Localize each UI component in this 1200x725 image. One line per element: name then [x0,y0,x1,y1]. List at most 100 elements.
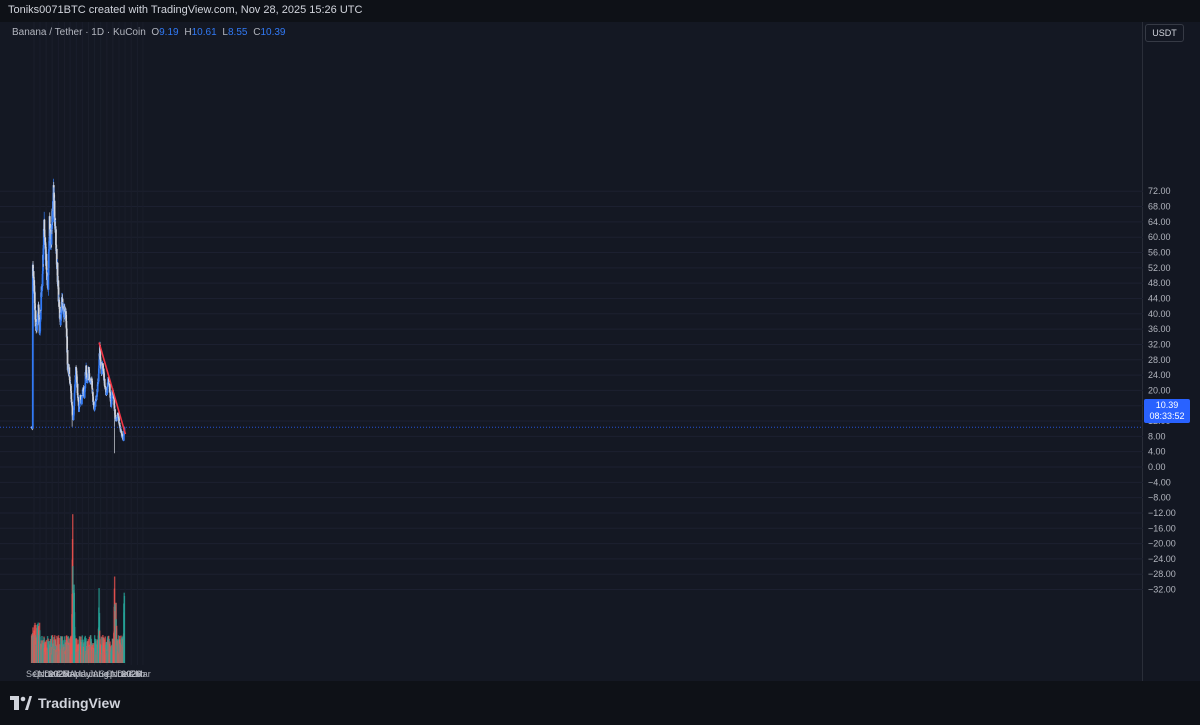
candle-body [118,418,120,423]
candle-body [120,432,123,437]
price-tick-label: 8.00 [1148,431,1166,441]
chart-pane[interactable] [0,22,1143,681]
close-label: C [253,27,261,38]
candle-body [74,384,76,391]
candle-body [70,393,73,400]
candle-body [91,392,94,397]
candle-body [32,271,35,277]
candle-body [76,376,78,383]
tradingview-logo[interactable]: TradingView [10,695,120,711]
price-tick-label: −16.00 [1148,523,1176,533]
time-tick-label: Apr [69,669,83,679]
candle-body [34,303,36,310]
brand-name: TradingView [38,695,121,711]
candle-body [112,395,115,399]
candle-body [39,309,42,319]
symbol-legend[interactable]: Banana / Tether · 1D · KuCoin O9.19 H10.… [12,27,289,38]
candle-body [83,397,86,399]
candle-body [97,373,100,382]
candle-body [71,407,74,415]
price-tick-label: −24.00 [1148,554,1176,564]
price-tick-label: −28.00 [1148,569,1176,579]
candle-body [113,398,116,406]
candle-body [31,264,34,428]
price-tick-label: 68.00 [1148,202,1171,212]
candle-body [55,229,57,246]
open-label: O [151,27,160,38]
time-tick-label: Mar [135,669,151,679]
time-tick-label: Feb [57,669,73,679]
time-tick-label: Dec [44,669,61,679]
candle-body [58,301,61,306]
candle-body [73,410,75,415]
price-axis[interactable] [1143,22,1200,681]
candle-body [75,368,78,371]
symbol-name[interactable]: Banana / Tether · 1D · KuCoin [12,27,146,38]
candle-body [71,405,74,408]
candle-body [71,401,73,405]
currency-selector[interactable]: USDT [1145,24,1184,42]
time-tick-label: Sep [99,669,115,679]
candle-body [123,431,125,436]
candle-body [83,386,86,393]
last-price-tag: 10.39 08:33:52 [1144,399,1190,423]
candle-body [32,264,34,276]
price-tick-label: 52.00 [1148,263,1171,273]
candle-body [47,251,50,269]
candle-body [94,402,97,407]
open-value: 9.19 [159,27,179,38]
candle-body [91,380,93,388]
time-tick-label: Sep [26,669,42,679]
candle-body [76,383,79,394]
candle-body [75,374,78,377]
time-tick-label: Dec [117,669,134,679]
price-tick-label: 20.00 [1148,385,1171,395]
footer: TradingView [0,681,1200,725]
candle-body [69,383,72,385]
candle-body [56,262,59,282]
candle-body [33,280,36,286]
candle-body [41,284,44,290]
candle-body [114,414,117,419]
candle-body [92,396,94,403]
candle-body [36,315,39,325]
candle-body [43,219,46,230]
candle-body [103,373,105,381]
time-tick-label: Nov [38,669,55,679]
candle-body [78,405,81,412]
price-tick-label: 32.00 [1148,339,1171,349]
chart-canvas[interactable]: 72.00 68.00 64.00 60.00 56.00 52.00 48.00 44.00… [0,0,1200,681]
price-tick-label: 24.00 [1148,370,1171,380]
high-value: 10.61 [191,27,217,38]
candle-body [120,429,122,433]
candle-body [37,304,40,308]
candle-body [107,379,109,387]
candle-body [102,371,105,374]
candle-body [108,380,110,386]
candle-body [110,401,113,405]
candle-body [70,399,73,403]
candle-body [100,365,103,374]
trendline [98,342,127,435]
price-tick-label: 72.00 [1148,186,1171,196]
candle-body [100,361,102,368]
time-tick-label: Mar [62,669,78,679]
candle-body [119,426,122,430]
candle-body [57,287,60,301]
candle-body [72,414,75,417]
price-tick-label: 28.00 [1148,355,1171,365]
candle-body [65,328,68,338]
price-tick-label: 36.00 [1148,324,1171,334]
low-value: 8.55 [227,27,248,38]
candle-body [73,406,76,411]
candle-body [69,384,72,386]
price-tick-label: 0.00 [1148,462,1166,472]
time-tick-label: Nov [111,669,128,679]
price-tick-label: −32.00 [1148,585,1176,595]
candle-body [48,216,51,237]
candle-body [34,310,37,327]
last-price-value: 10.39 [1155,400,1179,410]
candle-body [110,395,113,402]
candle-body [99,344,101,354]
candle-body [48,241,51,249]
